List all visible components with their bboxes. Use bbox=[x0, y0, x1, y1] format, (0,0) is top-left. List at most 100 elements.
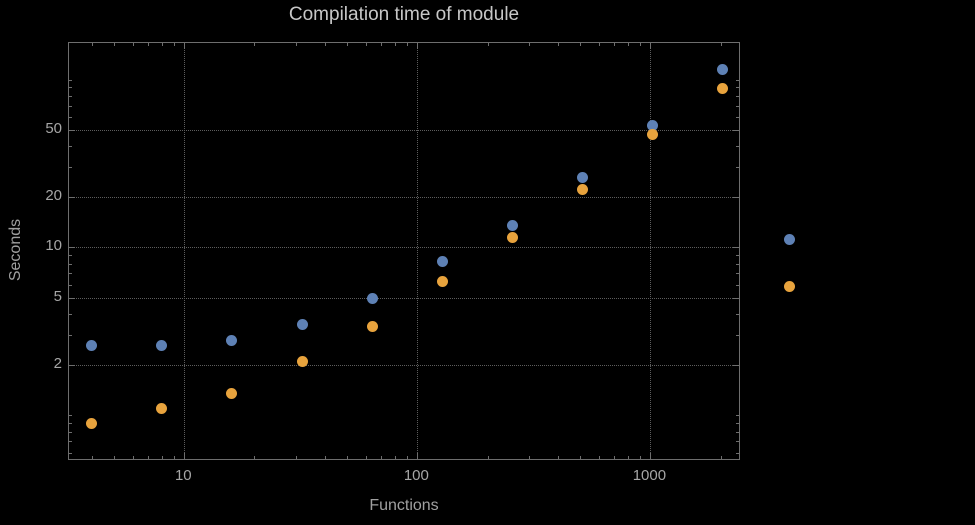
x-tick-mark bbox=[295, 43, 297, 46]
x-tick-mark bbox=[406, 456, 408, 459]
data-point-series-orange bbox=[647, 129, 659, 141]
y-tick-mark bbox=[69, 79, 72, 81]
y-tick-mark bbox=[736, 87, 739, 89]
x-tick-mark bbox=[184, 43, 186, 49]
data-point-series-blue bbox=[296, 318, 308, 330]
x-tick-label: 100 bbox=[403, 467, 429, 484]
plot-area bbox=[68, 42, 740, 460]
y-tick-mark bbox=[733, 196, 739, 198]
x-tick-mark bbox=[132, 43, 134, 46]
x-tick-mark bbox=[132, 456, 134, 459]
y-tick-mark bbox=[733, 298, 739, 299]
y-tick-label: 20 bbox=[45, 186, 62, 204]
chart-legend bbox=[784, 234, 795, 328]
data-point-series-blue bbox=[577, 172, 589, 184]
x-tick-mark bbox=[627, 43, 629, 46]
x-tick-mark bbox=[557, 43, 559, 46]
x-tick-mark bbox=[720, 456, 722, 459]
x-tick-mark bbox=[417, 453, 419, 459]
y-tick-mark bbox=[69, 255, 72, 257]
x-tick-mark bbox=[627, 456, 629, 459]
y-tick-mark bbox=[736, 95, 739, 97]
x-tick-mark bbox=[173, 456, 175, 459]
y-tick-mark bbox=[736, 273, 739, 275]
x-tick-mark bbox=[650, 43, 652, 49]
x-tick-mark bbox=[598, 43, 600, 46]
y-tick-mark bbox=[69, 273, 72, 275]
x-tick-mark bbox=[381, 456, 383, 459]
data-point-series-orange bbox=[86, 417, 98, 429]
x-tick-mark bbox=[254, 456, 256, 459]
data-point-series-orange bbox=[717, 83, 729, 95]
grid-line-horizontal bbox=[69, 247, 739, 249]
y-tick-mark bbox=[736, 167, 739, 169]
y-tick-mark bbox=[736, 105, 739, 107]
x-tick-mark bbox=[148, 43, 150, 46]
legend-marker-series-blue bbox=[784, 234, 795, 245]
y-tick-mark bbox=[69, 335, 72, 337]
x-tick-mark bbox=[254, 43, 256, 46]
y-tick-mark bbox=[69, 146, 72, 148]
x-tick-mark bbox=[639, 456, 641, 459]
x-tick-mark bbox=[347, 43, 349, 46]
y-tick-mark bbox=[69, 423, 72, 425]
chart-title: Compilation time of module bbox=[288, 4, 520, 25]
y-tick-mark bbox=[69, 263, 72, 265]
x-tick-mark bbox=[324, 456, 326, 459]
x-tick-label: 1000 bbox=[632, 467, 667, 484]
y-tick-mark bbox=[736, 146, 739, 148]
x-tick-mark bbox=[720, 43, 722, 46]
x-tick-label: 10 bbox=[174, 467, 192, 484]
y-tick-mark bbox=[69, 452, 72, 454]
y-tick-mark bbox=[69, 196, 75, 198]
x-tick-mark bbox=[598, 456, 600, 459]
x-tick-mark bbox=[650, 453, 652, 459]
y-tick-mark bbox=[736, 255, 739, 257]
data-point-series-blue bbox=[436, 256, 448, 268]
y-tick-mark bbox=[736, 284, 739, 286]
data-point-series-blue bbox=[366, 292, 378, 304]
y-tick-mark bbox=[736, 314, 739, 316]
y-tick-mark bbox=[69, 431, 72, 433]
y-tick-label: 2 bbox=[53, 354, 62, 372]
x-tick-mark bbox=[161, 43, 163, 46]
x-tick-mark bbox=[161, 456, 163, 459]
x-tick-mark bbox=[394, 456, 396, 459]
y-tick-mark bbox=[736, 415, 739, 417]
x-axis-label: Functions bbox=[369, 497, 439, 514]
y-tick-mark bbox=[69, 441, 72, 443]
y-tick-mark bbox=[736, 263, 739, 265]
y-tick-mark bbox=[736, 423, 739, 425]
y-tick-label: 10 bbox=[45, 237, 62, 255]
y-tick-label: 5 bbox=[53, 288, 62, 305]
x-tick-mark bbox=[91, 43, 93, 46]
data-point-series-blue bbox=[156, 340, 168, 352]
y-tick-mark bbox=[69, 105, 72, 107]
x-tick-mark bbox=[365, 456, 367, 459]
y-tick-mark bbox=[733, 130, 739, 132]
y-tick-mark bbox=[733, 364, 739, 366]
x-tick-mark bbox=[417, 43, 419, 49]
y-tick-label: 50 bbox=[45, 120, 62, 138]
y-tick-mark bbox=[69, 298, 75, 299]
grid-line-horizontal bbox=[69, 364, 739, 366]
data-point-series-orange bbox=[156, 402, 168, 414]
x-tick-mark bbox=[394, 43, 396, 46]
grid-line-vertical bbox=[184, 43, 186, 459]
grid-line-vertical bbox=[417, 43, 419, 459]
x-tick-mark bbox=[487, 43, 489, 46]
x-tick-mark bbox=[324, 43, 326, 46]
x-tick-mark bbox=[406, 43, 408, 46]
y-tick-mark bbox=[736, 441, 739, 443]
data-point-series-blue bbox=[226, 334, 238, 346]
y-tick-mark bbox=[736, 431, 739, 433]
y-tick-mark bbox=[69, 314, 72, 316]
x-tick-mark bbox=[528, 456, 530, 459]
x-tick-mark bbox=[173, 43, 175, 46]
data-point-series-orange bbox=[577, 184, 589, 196]
grid-line-horizontal bbox=[69, 196, 739, 198]
x-tick-mark bbox=[580, 43, 582, 46]
y-tick-mark bbox=[69, 116, 72, 118]
x-tick-mark bbox=[365, 43, 367, 46]
